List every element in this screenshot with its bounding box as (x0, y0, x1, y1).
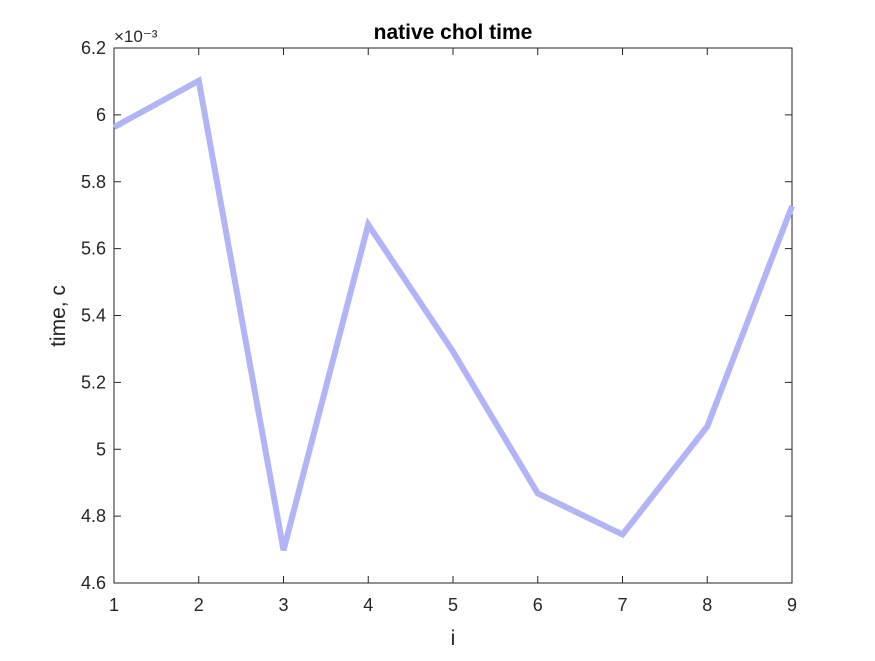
y-tick-label: 4.8 (81, 506, 106, 526)
y-tick-label: 4.6 (81, 573, 106, 593)
y-tick-label: 5.6 (81, 239, 106, 259)
y-tick-label: 5 (96, 439, 106, 459)
x-tick-label: 2 (194, 595, 204, 615)
x-tick-label: 8 (702, 595, 712, 615)
x-tick-label: 1 (109, 595, 119, 615)
y-tick-label: 5.4 (81, 306, 106, 326)
y-axis-label: time, c (47, 285, 70, 347)
x-tick-label: 5 (448, 595, 458, 615)
x-tick-label: 3 (278, 595, 288, 615)
y-tick-label: 6 (96, 105, 106, 125)
x-tick-label: 7 (617, 595, 627, 615)
plot-area: 1 2 3 4 5 6 7 8 9 4.6 4.8 5 5.2 5.4 5.6 5.8 6 6.2 (81, 38, 797, 615)
chart-title: native chol time (374, 21, 533, 44)
x-tick-label: 4 (363, 595, 373, 615)
y-tick-label: 5.8 (81, 172, 106, 192)
axes-box (114, 48, 792, 583)
y-tick-label: 5.2 (81, 372, 106, 392)
y-tick-label: 6.2 (81, 38, 106, 58)
x-tick-label: 6 (533, 595, 543, 615)
x-tick-label: 9 (787, 595, 797, 615)
x-axis-label: i (451, 627, 456, 650)
y-exponent-label: ×10⁻³ (114, 27, 158, 46)
